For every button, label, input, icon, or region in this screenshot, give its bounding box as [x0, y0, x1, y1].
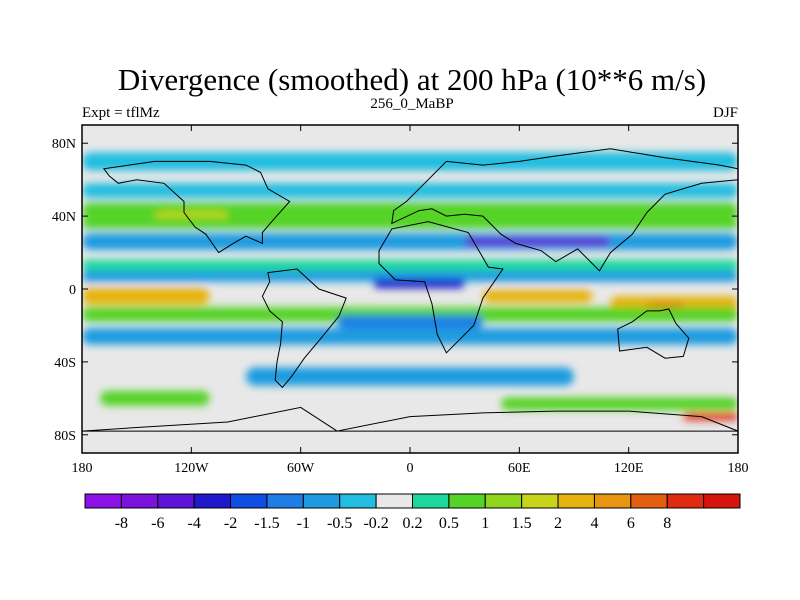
- colorbar-swatch: [557, 493, 595, 509]
- field-band: [337, 315, 483, 329]
- colorbar-swatch: [703, 493, 741, 509]
- coastline-antarctica: [82, 406, 738, 432]
- x-tick-label: 120W: [174, 461, 209, 476]
- field-band: [482, 289, 593, 303]
- colorbar-label: 2: [554, 515, 562, 532]
- y-tick-label: 80S: [54, 429, 76, 444]
- colorbar-label: 1.5: [512, 515, 532, 532]
- field-band: [464, 237, 611, 247]
- colorbar-swatch: [157, 493, 195, 509]
- divergence-field: [82, 152, 738, 421]
- field-band: [501, 397, 738, 411]
- colorbar-swatch: [302, 493, 341, 509]
- x-tick-label: 60W: [287, 461, 315, 476]
- field-band: [373, 278, 465, 289]
- colorbar-swatch: [339, 493, 377, 509]
- coastlines: [82, 148, 738, 432]
- colorbar-swatch: [412, 493, 450, 509]
- colorbar-label: -6: [151, 515, 164, 532]
- experiment-label: Expt = tflMz: [82, 105, 160, 121]
- colorbar-label: 0.2: [403, 515, 423, 532]
- y-tick-label: 40S: [54, 356, 76, 371]
- field-band: [683, 412, 738, 421]
- coastline-north-america: [102, 160, 291, 254]
- field-band: [82, 259, 738, 271]
- coastline-eurasia: [391, 148, 738, 272]
- colorbar-label: -8: [115, 515, 128, 532]
- x-tick-label: 120E: [614, 461, 644, 476]
- colorbar-label: 1: [481, 515, 489, 532]
- axis-ticks: 180 120W 60W 0 60E 120E 180 80N 40N 0 40S 80S: [52, 125, 749, 476]
- colorbar-swatch: [193, 493, 232, 509]
- coastline-south-america: [261, 268, 347, 389]
- colorbar-label: -4: [188, 515, 201, 532]
- field-band: [82, 288, 210, 305]
- colorbar: -8 -6 -4 -2 -1.5 -1 -0.5 -0.2 0.2 0.5 1 1.5 2 4 6 8: [84, 493, 741, 532]
- x-tick-label: 180: [72, 461, 93, 476]
- colorbar-swatch: [484, 493, 523, 509]
- field-band: [82, 152, 738, 171]
- x-tick-label: 60E: [508, 461, 531, 476]
- x-tick-label: 180: [728, 461, 749, 476]
- coastline-africa: [378, 221, 504, 354]
- colorbar-swatch: [521, 493, 559, 509]
- field-band: [82, 202, 738, 219]
- colorbar-label: -0.2: [363, 515, 388, 532]
- field-band: [82, 307, 738, 322]
- colorbar-label: 4: [590, 515, 598, 532]
- colorbar-swatch: [375, 493, 414, 509]
- colorbar-swatch: [630, 493, 668, 509]
- field-band: [246, 367, 574, 386]
- colorbar-swatch: [84, 493, 122, 509]
- colorbar-swatch: [266, 493, 304, 509]
- colorbar-swatch: [666, 493, 705, 509]
- y-tick-label: 0: [69, 283, 76, 298]
- colorbar-label: 6: [627, 515, 635, 532]
- chart-title: Divergence (smoothed) at 200 hPa (10**6 …: [118, 62, 706, 97]
- season-label: DJF: [713, 105, 738, 121]
- colorbar-label: -1: [297, 515, 310, 532]
- x-tick-label: 0: [407, 461, 414, 476]
- field-band: [82, 233, 738, 250]
- colorbar-label: -2: [224, 515, 237, 532]
- colorbar-label: 0.5: [439, 515, 459, 532]
- colorbar-swatch: [593, 493, 632, 509]
- field-band: [82, 270, 738, 282]
- colorbar-swatch: [230, 493, 268, 509]
- y-tick-label: 40N: [52, 210, 76, 225]
- colorbar-label: -1.5: [254, 515, 279, 532]
- colorbar-swatch: [448, 493, 486, 509]
- field-band: [82, 217, 738, 229]
- colorbar-label: -0.5: [327, 515, 352, 532]
- coastline-australia: [617, 308, 690, 359]
- colorbar-label: 8: [663, 515, 671, 532]
- field-band: [82, 328, 738, 345]
- y-tick-label: 80N: [52, 137, 76, 152]
- field-band: [100, 391, 210, 406]
- field-band: [82, 183, 738, 198]
- run-label: 256_0_MaBP: [370, 96, 453, 112]
- colorbar-swatch: [120, 493, 159, 509]
